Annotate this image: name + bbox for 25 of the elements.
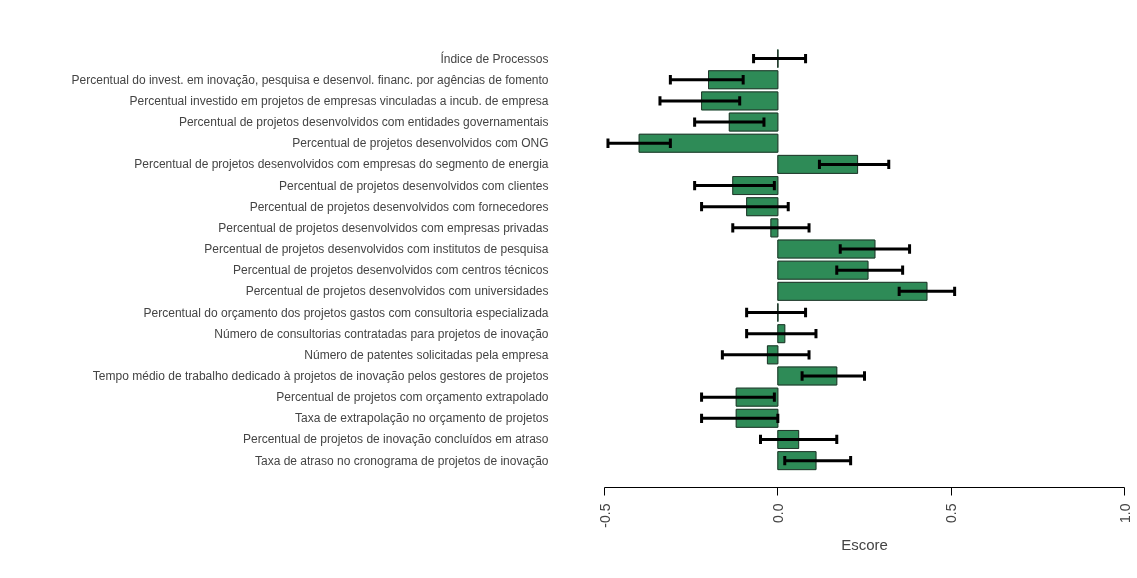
x-tick-label: 0.0	[769, 503, 786, 523]
y-tick-label: Percentual de projetos desenvolvidos com clientes	[279, 178, 549, 193]
y-tick-label: Percentual de projetos desenvolvidos com empresas privadas	[218, 220, 549, 235]
x-axis-title: Escore	[841, 535, 888, 553]
y-tick-label: Índice de Processos	[440, 50, 549, 66]
y-tick-label: Percentual do orçamento dos projetos gastos com consultoria especializada	[143, 305, 549, 320]
y-tick-label: Percentual de projetos desenvolvidos com ONG	[292, 136, 549, 151]
y-tick-label: Tempo médio de trabalho dedicado à projetos de inovação pelos gestores de projetos	[92, 368, 549, 383]
y-tick-label: Percentual do invest. em inovação, pesquisa e desenvol. financ. por agências de fomento	[71, 72, 549, 87]
y-tick-label: Percentual de projetos com orçamento extrapolado	[276, 390, 549, 405]
y-tick-label: Taxa de extrapolação no orçamento de projetos	[295, 411, 549, 426]
y-tick-label: Número de patentes solicitadas pela empresa	[304, 347, 549, 362]
y-tick-label: Número de consultorias contratadas para projetos de inovação	[214, 326, 549, 341]
y-tick-label: Percentual de projetos desenvolvidos com empresas do segmento de energia	[134, 157, 549, 172]
y-tick-label: Percentual de projetos desenvolvidos com institutos de pesquisa	[204, 242, 549, 257]
y-tick-label: Percentual de projetos desenvolvidos com centros técnicos	[233, 263, 549, 278]
y-tick-label: Percentual investido em projetos de empresas vinculadas a incub. de empresa	[129, 93, 549, 108]
y-tick-label: Percentual de projetos desenvolvidos com universidades	[245, 284, 549, 299]
y-tick-label: Percentual de projetos desenvolvidos com fornecedores	[249, 199, 549, 214]
x-tick-label: 0.5	[943, 503, 960, 523]
y-tick-label: Percentual de projetos de inovação concluídos em atraso	[242, 432, 549, 447]
x-tick-label: 1.0	[1116, 503, 1133, 523]
x-tick-label: -0.5	[596, 503, 613, 528]
y-tick-label: Percentual de projetos desenvolvidos com entidades governamentais	[178, 115, 549, 130]
y-tick-label: Taxa de atraso no cronograma de projetos de inovação	[254, 453, 549, 468]
